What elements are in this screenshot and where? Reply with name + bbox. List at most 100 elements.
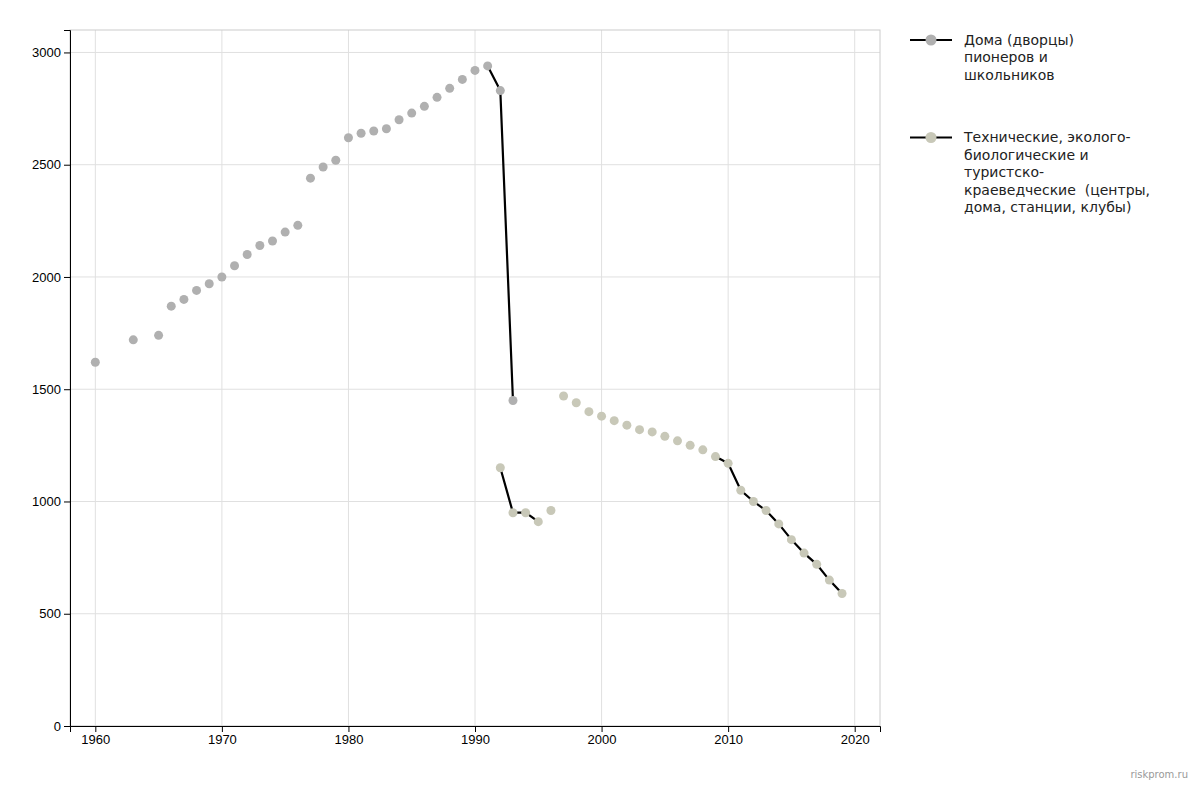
point <box>268 237 277 246</box>
tick: 1000 <box>32 494 70 509</box>
point <box>192 286 201 295</box>
grid-line <box>70 164 880 165</box>
tick-label: 0 <box>54 719 61 734</box>
marks <box>91 61 847 598</box>
tick: 1960 <box>81 726 110 747</box>
grid-line <box>70 501 880 502</box>
point <box>546 506 555 515</box>
line <box>500 457 842 594</box>
line <box>488 66 513 401</box>
point <box>762 506 771 515</box>
grid-line <box>70 52 880 53</box>
tick-label: 2000 <box>32 270 61 285</box>
grid-line <box>95 30 96 726</box>
point <box>357 129 366 138</box>
point <box>458 75 467 84</box>
tick-label: 2010 <box>714 732 743 747</box>
tick-label: 1990 <box>461 732 490 747</box>
tick-label: 2020 <box>841 732 870 747</box>
tick: 2500 <box>32 157 70 172</box>
tick: 500 <box>39 606 70 621</box>
tick-mark <box>348 726 349 732</box>
grid <box>70 30 880 726</box>
grid-line <box>70 613 880 614</box>
point <box>281 228 290 237</box>
tick-label: 1000 <box>32 494 61 509</box>
grid-line <box>728 30 729 726</box>
tick-label: 1960 <box>81 732 110 747</box>
tick-mark <box>64 389 70 390</box>
tick-label: 2500 <box>32 157 61 172</box>
legend-item: Технические, эколого-биологические итури… <box>910 129 1150 215</box>
point <box>319 162 328 171</box>
point <box>610 416 619 425</box>
point <box>179 295 188 304</box>
point <box>660 432 669 441</box>
point <box>711 452 720 461</box>
tick-mark <box>222 726 223 732</box>
point <box>724 459 733 468</box>
tick: 1970 <box>208 726 237 747</box>
tick-label: 1500 <box>32 382 61 397</box>
tick: 2000 <box>32 270 70 285</box>
chart: 1960 1970 1980 1990 2000 2010 2020 0 500 1000 1500… <box>0 0 1200 786</box>
point <box>572 398 581 407</box>
point <box>584 407 593 416</box>
point <box>91 358 100 367</box>
point <box>483 61 492 70</box>
point <box>686 441 695 450</box>
point <box>420 102 429 111</box>
y-axis: 0 500 1000 1500 2000 2500 3000 <box>32 31 70 734</box>
point <box>167 302 176 311</box>
grid-line <box>854 30 855 726</box>
point <box>129 335 138 344</box>
legend-item: Дома (дворцы)пионеров ишкольников <box>910 32 1074 83</box>
tick-label: 1970 <box>208 732 237 747</box>
legend: Дома (дворцы)пионеров ишкольников Техниче… <box>910 32 1150 216</box>
point <box>800 549 809 558</box>
tick: 1990 <box>461 726 490 747</box>
point <box>736 486 745 495</box>
point <box>635 425 644 434</box>
tick-label: 1980 <box>334 732 363 747</box>
point <box>471 66 480 75</box>
point <box>838 589 847 598</box>
tick-label: 3000 <box>32 45 61 60</box>
point-series <box>496 391 847 598</box>
point <box>534 517 543 526</box>
point <box>496 86 505 95</box>
tick-label: 500 <box>39 606 61 621</box>
tick: 1500 <box>32 382 70 397</box>
point <box>787 535 796 544</box>
plot-frame <box>70 30 880 726</box>
legend-label: Технические, эколого-биологические итури… <box>963 129 1150 215</box>
point <box>293 221 302 230</box>
point <box>243 250 252 259</box>
tick-mark <box>64 165 70 166</box>
x-axis: 1960 1970 1980 1990 2000 2010 2020 <box>71 726 881 747</box>
tick: 0 <box>54 719 70 734</box>
plot: 1960 1970 1980 1990 2000 2010 2020 0 500 1000 1500… <box>32 30 880 747</box>
axis-line <box>71 727 881 733</box>
tick-mark <box>475 726 476 732</box>
tick-mark <box>95 726 96 732</box>
point <box>369 127 378 136</box>
point <box>255 241 264 250</box>
point <box>217 272 226 281</box>
point <box>205 279 214 288</box>
point <box>559 391 568 400</box>
point <box>344 133 353 142</box>
annotation: riskprom.ru <box>1130 769 1188 780</box>
tick-mark <box>855 726 856 732</box>
tick: 2020 <box>841 726 870 747</box>
point <box>673 436 682 445</box>
point <box>622 421 631 430</box>
tick-label: 2000 <box>588 732 617 747</box>
point <box>648 427 657 436</box>
legend-swatch-marker <box>926 35 937 46</box>
tick-mark <box>64 277 70 278</box>
tick: 2010 <box>714 726 743 747</box>
point <box>445 84 454 93</box>
legend-label: Дома (дворцы)пионеров ишкольников <box>964 32 1074 83</box>
point <box>433 93 442 102</box>
